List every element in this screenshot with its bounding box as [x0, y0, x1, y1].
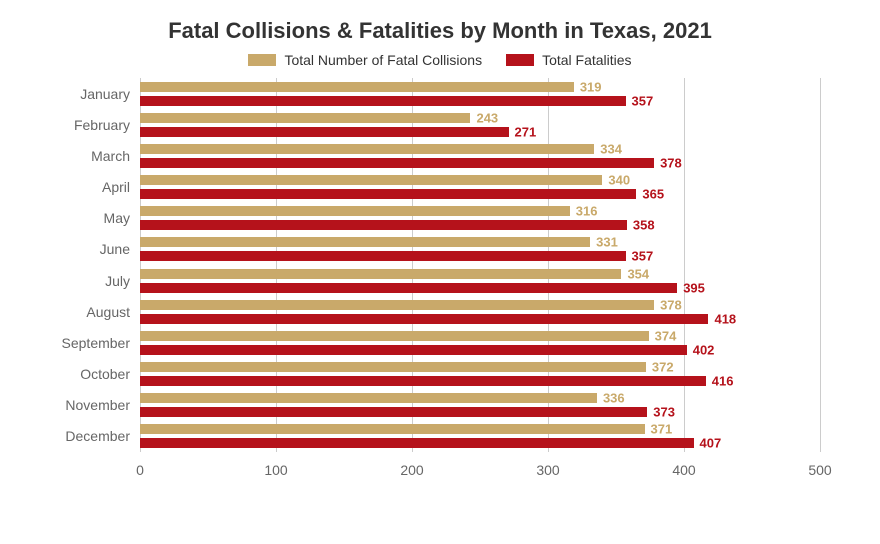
xaxis-tick-label: 100	[264, 462, 287, 478]
value-label-fatalities: 365	[636, 187, 664, 202]
value-label-collisions: 340	[602, 173, 630, 188]
bar-fatalities: 378	[140, 158, 654, 168]
yaxis-category-label: May	[104, 210, 140, 226]
bar-fatalities: 416	[140, 376, 706, 386]
value-label-collisions: 378	[654, 297, 682, 312]
value-label-collisions: 319	[574, 79, 602, 94]
bar-fatalities: 418	[140, 314, 708, 324]
xaxis-tick-label: 500	[808, 462, 831, 478]
category-row: March334378	[140, 140, 820, 171]
value-label-fatalities: 402	[687, 342, 715, 357]
category-row: February243271	[140, 109, 820, 140]
value-label-fatalities: 373	[647, 405, 675, 420]
category-row: September374402	[140, 327, 820, 358]
xaxis-tick-label: 0	[136, 462, 144, 478]
yaxis-category-label: October	[80, 366, 140, 382]
plot-area: 0100200300400500January319357February243…	[140, 78, 820, 478]
legend-swatch-fatalities	[506, 54, 534, 66]
bar-fatalities: 373	[140, 407, 647, 417]
bar-collisions: 340	[140, 175, 602, 185]
value-label-collisions: 374	[649, 328, 677, 343]
value-label-fatalities: 357	[626, 93, 654, 108]
yaxis-category-label: June	[100, 241, 140, 257]
category-row: May316358	[140, 203, 820, 234]
bar-collisions: 371	[140, 424, 645, 434]
value-label-collisions: 372	[646, 360, 674, 375]
yaxis-category-label: January	[80, 86, 140, 102]
value-label-collisions: 336	[597, 391, 625, 406]
bar-fatalities: 365	[140, 189, 636, 199]
value-label-fatalities: 357	[626, 249, 654, 264]
bar-collisions: 372	[140, 362, 646, 372]
bar-collisions: 354	[140, 269, 621, 279]
bar-fatalities: 357	[140, 96, 626, 106]
bar-collisions: 316	[140, 206, 570, 216]
bar-fatalities: 402	[140, 345, 687, 355]
category-row: December371407	[140, 421, 820, 452]
value-label-fatalities: 407	[694, 436, 722, 451]
bar-collisions: 243	[140, 113, 470, 123]
legend-item-collisions: Total Number of Fatal Collisions	[248, 52, 482, 68]
value-label-fatalities: 378	[654, 155, 682, 170]
value-label-collisions: 334	[594, 141, 622, 156]
bar-collisions: 334	[140, 144, 594, 154]
legend: Total Number of Fatal Collisions Total F…	[0, 52, 880, 78]
yaxis-category-label: August	[86, 304, 140, 320]
bar-fatalities: 358	[140, 220, 627, 230]
yaxis-category-label: March	[91, 148, 140, 164]
yaxis-category-label: September	[62, 335, 140, 351]
chart-title: Fatal Collisions & Fatalities by Month i…	[0, 0, 880, 52]
legend-label-collisions: Total Number of Fatal Collisions	[284, 52, 482, 68]
value-label-collisions: 243	[470, 110, 498, 125]
legend-item-fatalities: Total Fatalities	[506, 52, 631, 68]
value-label-fatalities: 395	[677, 280, 705, 295]
xaxis-tick-label: 400	[672, 462, 695, 478]
gridline	[820, 78, 821, 452]
bar-collisions: 331	[140, 237, 590, 247]
category-row: January319357	[140, 78, 820, 109]
yaxis-category-label: April	[102, 179, 140, 195]
category-row: October372416	[140, 359, 820, 390]
value-label-collisions: 331	[590, 235, 618, 250]
value-label-fatalities: 418	[708, 311, 736, 326]
bar-collisions: 319	[140, 82, 574, 92]
yaxis-category-label: December	[65, 428, 140, 444]
bar-collisions: 374	[140, 331, 649, 341]
category-row: June331357	[140, 234, 820, 265]
value-label-collisions: 316	[570, 204, 598, 219]
value-label-fatalities: 358	[627, 218, 655, 233]
bar-fatalities: 395	[140, 283, 677, 293]
category-row: November336373	[140, 390, 820, 421]
category-row: August378418	[140, 296, 820, 327]
bar-fatalities: 271	[140, 127, 509, 137]
category-row: July354395	[140, 265, 820, 296]
bar-fatalities: 357	[140, 251, 626, 261]
value-label-fatalities: 416	[706, 374, 734, 389]
yaxis-category-label: November	[65, 397, 140, 413]
value-label-collisions: 371	[645, 422, 673, 437]
xaxis-tick-label: 300	[536, 462, 559, 478]
bar-fatalities: 407	[140, 438, 694, 448]
value-label-fatalities: 271	[509, 124, 537, 139]
xaxis-tick-label: 200	[400, 462, 423, 478]
yaxis-category-label: July	[105, 273, 140, 289]
legend-swatch-collisions	[248, 54, 276, 66]
bar-collisions: 378	[140, 300, 654, 310]
bar-collisions: 336	[140, 393, 597, 403]
yaxis-category-label: February	[74, 117, 140, 133]
value-label-collisions: 354	[621, 266, 649, 281]
legend-label-fatalities: Total Fatalities	[542, 52, 631, 68]
category-row: April340365	[140, 172, 820, 203]
